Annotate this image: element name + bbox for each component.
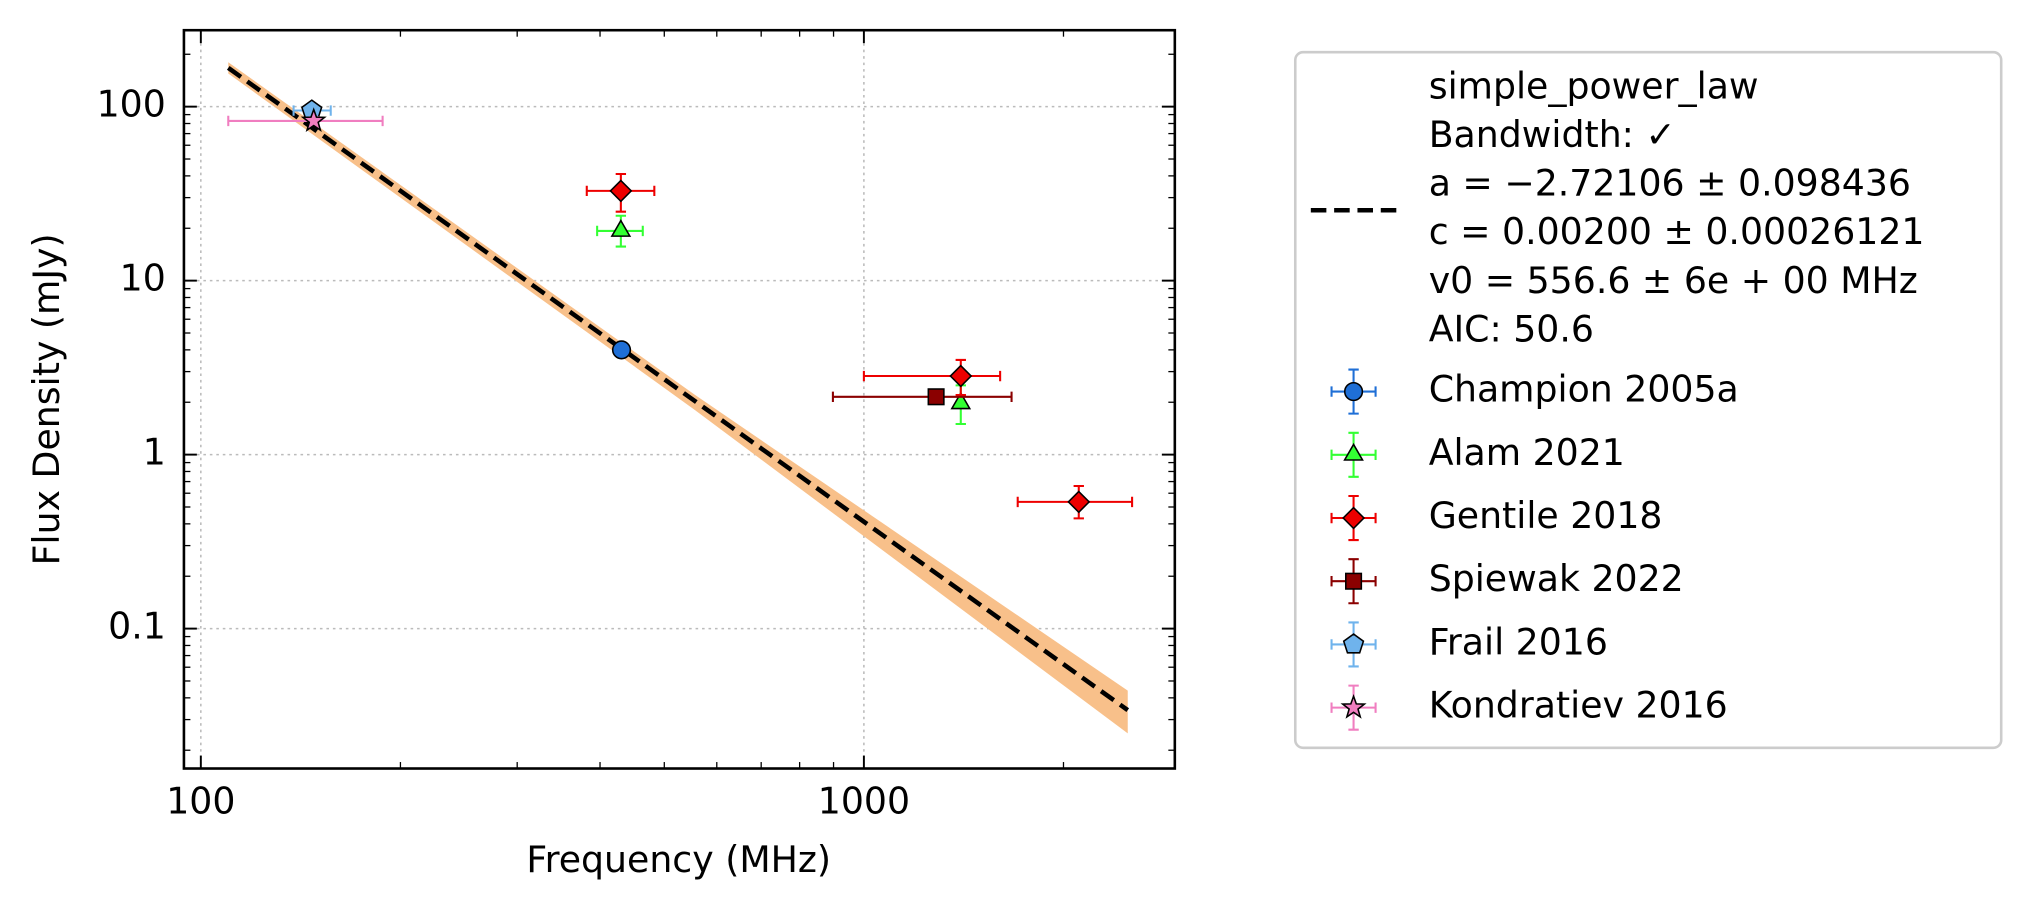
y-tick-label: 10 [120, 257, 166, 300]
x-error-bar [227, 115, 384, 127]
data-point [611, 340, 632, 360]
legend-label: simple_power_law [1429, 64, 1759, 107]
legend-label: Alam 2021 [1429, 431, 1625, 474]
legend-box [1293, 50, 2003, 750]
y-tick-label: 0.1 [108, 605, 166, 648]
data-point [300, 107, 327, 132]
fit-band [228, 62, 1128, 734]
legend-label: Gentile 2018 [1429, 494, 1663, 537]
fit-line [226, 66, 1130, 712]
legend-marker [1345, 572, 1363, 590]
legend-label: c = 0.00200 ± 0.00026121 [1429, 210, 1925, 253]
x-error-bar [831, 391, 1013, 402]
data-point [950, 391, 972, 410]
data-point [1067, 490, 1091, 514]
legend-marker [1343, 382, 1364, 402]
legend-label: Champion 2005a [1429, 368, 1739, 411]
x-tick-label: 1000 [818, 779, 910, 822]
plot-frame [182, 28, 1177, 770]
legend-marker [1342, 633, 1365, 654]
data-point [609, 179, 633, 203]
legend-label: AIC: 50.6 [1429, 307, 1594, 350]
x-tick-label: 100 [166, 779, 235, 822]
legend-marker [1343, 442, 1364, 461]
y-tick-label: 100 [97, 83, 166, 126]
data-point [610, 219, 632, 237]
legend-label: Frail 2016 [1429, 620, 1608, 663]
data-point [949, 364, 973, 388]
y-axis-title: Flux Density (mJy) [25, 233, 68, 565]
x-error-bar [862, 370, 1002, 382]
legend-label: Bandwidth: ✓ [1429, 113, 1676, 156]
y-tick-label: 1 [143, 431, 166, 474]
legend-label: a = −2.72106 ± 0.098436 [1429, 162, 1911, 205]
data-point [927, 388, 945, 406]
legend-label: Kondratiev 2016 [1429, 684, 1728, 727]
legend-label: v0 = 556.6 ± 6e + 00 MHz [1429, 259, 1918, 302]
legend-marker [1340, 693, 1367, 719]
x-axis-title: Frequency (MHz) [526, 838, 831, 881]
legend-marker [1342, 506, 1366, 530]
legend-label: Spiewak 2022 [1429, 557, 1684, 600]
